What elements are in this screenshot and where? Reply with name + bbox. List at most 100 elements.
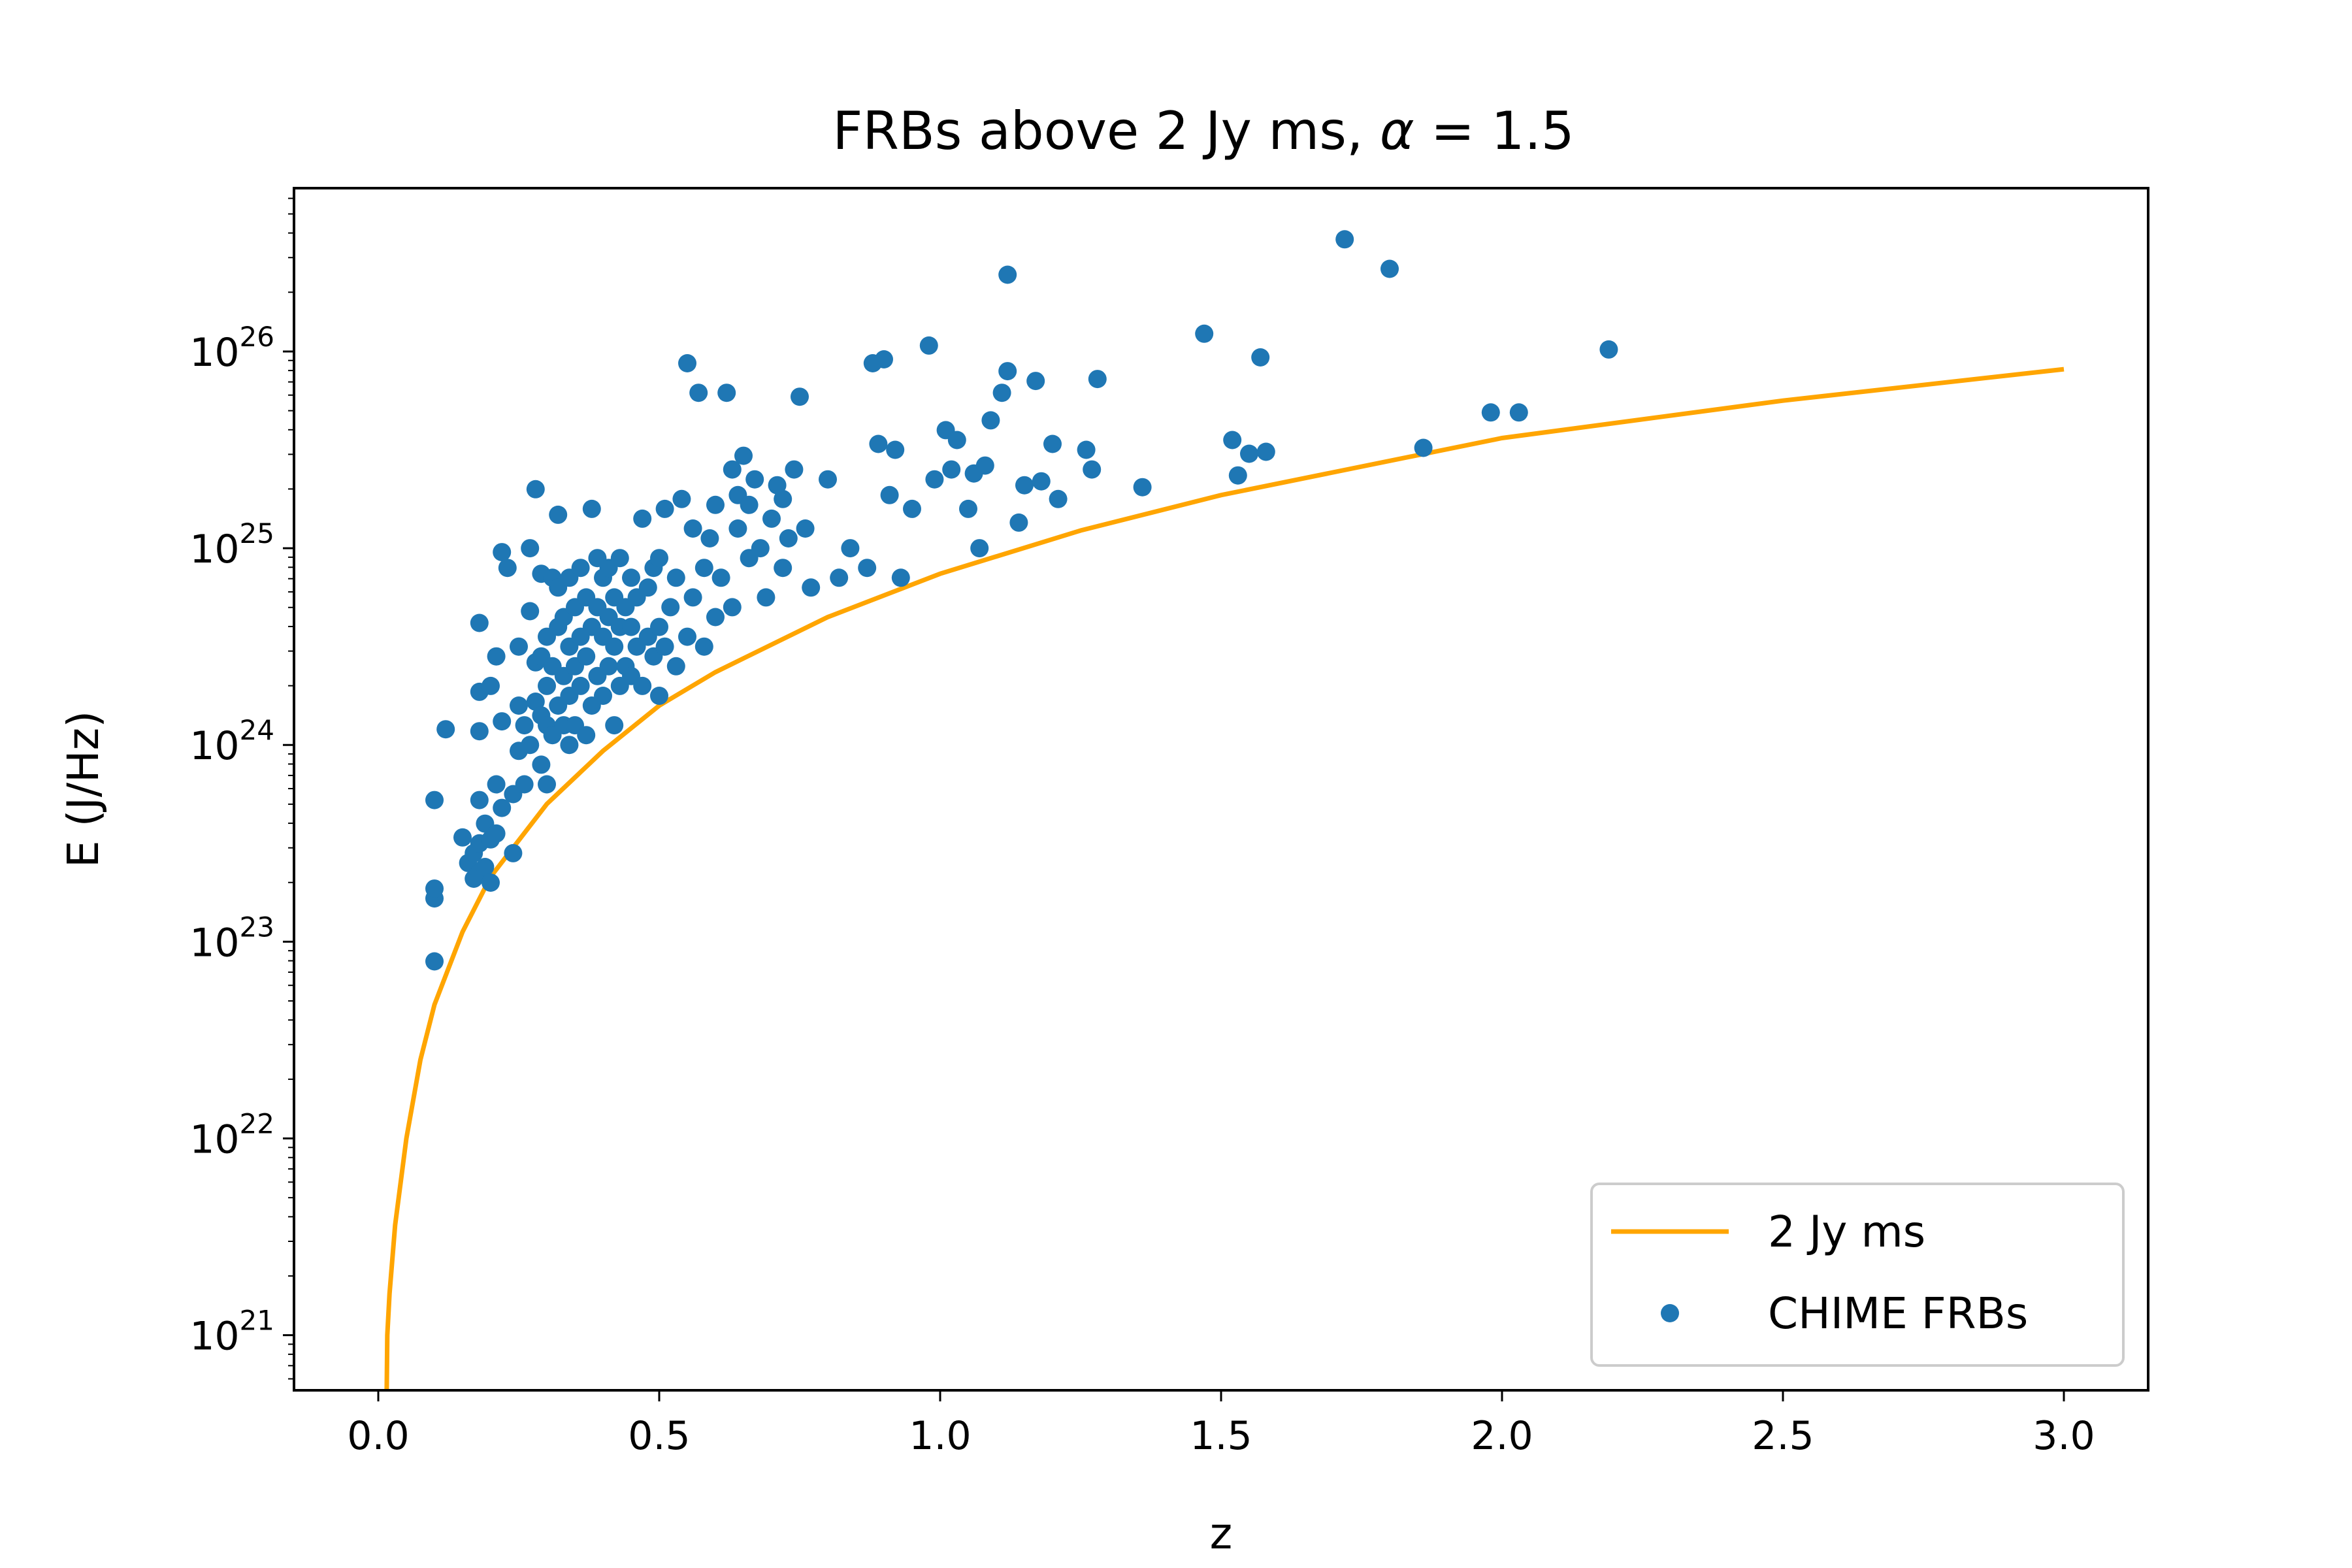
frb-point [1195,324,1214,343]
frb-point [666,657,685,676]
frb-point [577,647,596,666]
frb-point [830,568,849,587]
frb-point [1256,442,1275,461]
y-axis: 1021 1022 1023 1024 1025 1026 [189,197,294,1380]
frb-point [869,434,888,453]
legend-point-swatch [1661,1304,1679,1322]
frb-point [880,485,899,504]
frb-point [1009,513,1028,532]
frb-point [1228,466,1247,485]
frb-point [650,687,668,705]
frb-point [1026,372,1045,391]
frb-point [711,568,730,587]
frb-point [510,696,528,715]
frb-point [1077,440,1096,459]
frb-point [571,676,590,695]
frb-point [1251,348,1270,367]
legend: 2 Jy ms CHIME FRBs [1590,1183,2125,1367]
y-tick-label: 1021 [189,1305,274,1360]
frb-point [903,499,921,518]
frb-point [734,446,753,465]
frb-point [482,874,500,892]
frb-point [633,676,652,695]
x-tick-label: 1.0 [909,1413,971,1459]
x-axis-label: z [1210,1509,1233,1559]
frb-point [740,495,759,514]
frb-point [947,431,966,449]
frb-point [791,387,809,406]
frb-point [774,489,792,508]
frb-point [1083,460,1102,479]
x-tick-label: 2.0 [1471,1413,1533,1459]
frb-point [521,736,540,755]
frb-point [1599,340,1618,359]
frb-point [970,539,989,558]
frb-point [515,716,534,735]
frb-point [605,716,624,735]
frb-point [538,676,556,695]
frb-point [875,350,893,368]
frb-point [975,456,994,475]
frb-point [802,578,821,597]
frb-point [819,470,837,489]
x-tick-label: 1.5 [1190,1413,1252,1459]
frb-point [858,559,877,578]
frb-point [1240,444,1258,463]
frb-point [666,568,685,587]
frb-point [891,568,910,587]
frb-point [683,588,702,607]
frb-point [919,336,938,355]
frb-point [594,687,612,705]
legend-label-line: 2 Jy ms [1768,1207,1925,1257]
frb-point [661,598,680,617]
frb-point [1509,403,1528,422]
frb-point [605,637,624,656]
frb-point [610,549,629,568]
frb-point [470,613,489,632]
frb-point [762,509,781,528]
frb-point [498,559,517,578]
frb-point [728,519,747,538]
frb-point [1049,489,1068,508]
frb-point [425,879,444,898]
frb-point [453,828,472,847]
frb-point [1335,230,1354,249]
x-tick-label: 3.0 [2033,1413,2095,1459]
frb-point [622,568,640,587]
frb-point [560,736,579,755]
frb-point [785,460,804,479]
frb-point [633,509,652,528]
frb-point [515,775,534,794]
frb-point [751,539,770,558]
y-tick-label: 1024 [189,714,274,769]
frb-point [577,726,596,745]
frb-point [493,543,512,562]
frb-point [425,791,444,809]
y-axis-label: E (J/Hz) [58,711,108,868]
frb-point [526,480,545,498]
x-tick-label: 2.5 [1752,1413,1814,1459]
frb-point [521,602,540,621]
frb-point [774,559,792,578]
points-layer [425,230,1618,971]
frb-point [841,539,860,558]
frb-point [599,657,618,676]
y-tick-label: 1026 [189,321,274,376]
frb-point [650,549,668,568]
frb-point [678,627,696,646]
frb-point [538,775,556,794]
x-tick-label: 0.0 [347,1413,409,1459]
frb-point [768,476,787,495]
frb-point [1088,370,1107,389]
frb-point [981,411,1000,430]
x-tick-label: 0.5 [628,1413,690,1459]
frb-point [526,693,545,711]
frb-point [678,354,696,372]
frb-point [487,775,506,794]
y-tick-label: 1025 [189,517,274,572]
frb-point [487,824,506,843]
frb-point [1223,431,1242,449]
frb-point [1414,438,1433,457]
frb-point [638,578,657,597]
